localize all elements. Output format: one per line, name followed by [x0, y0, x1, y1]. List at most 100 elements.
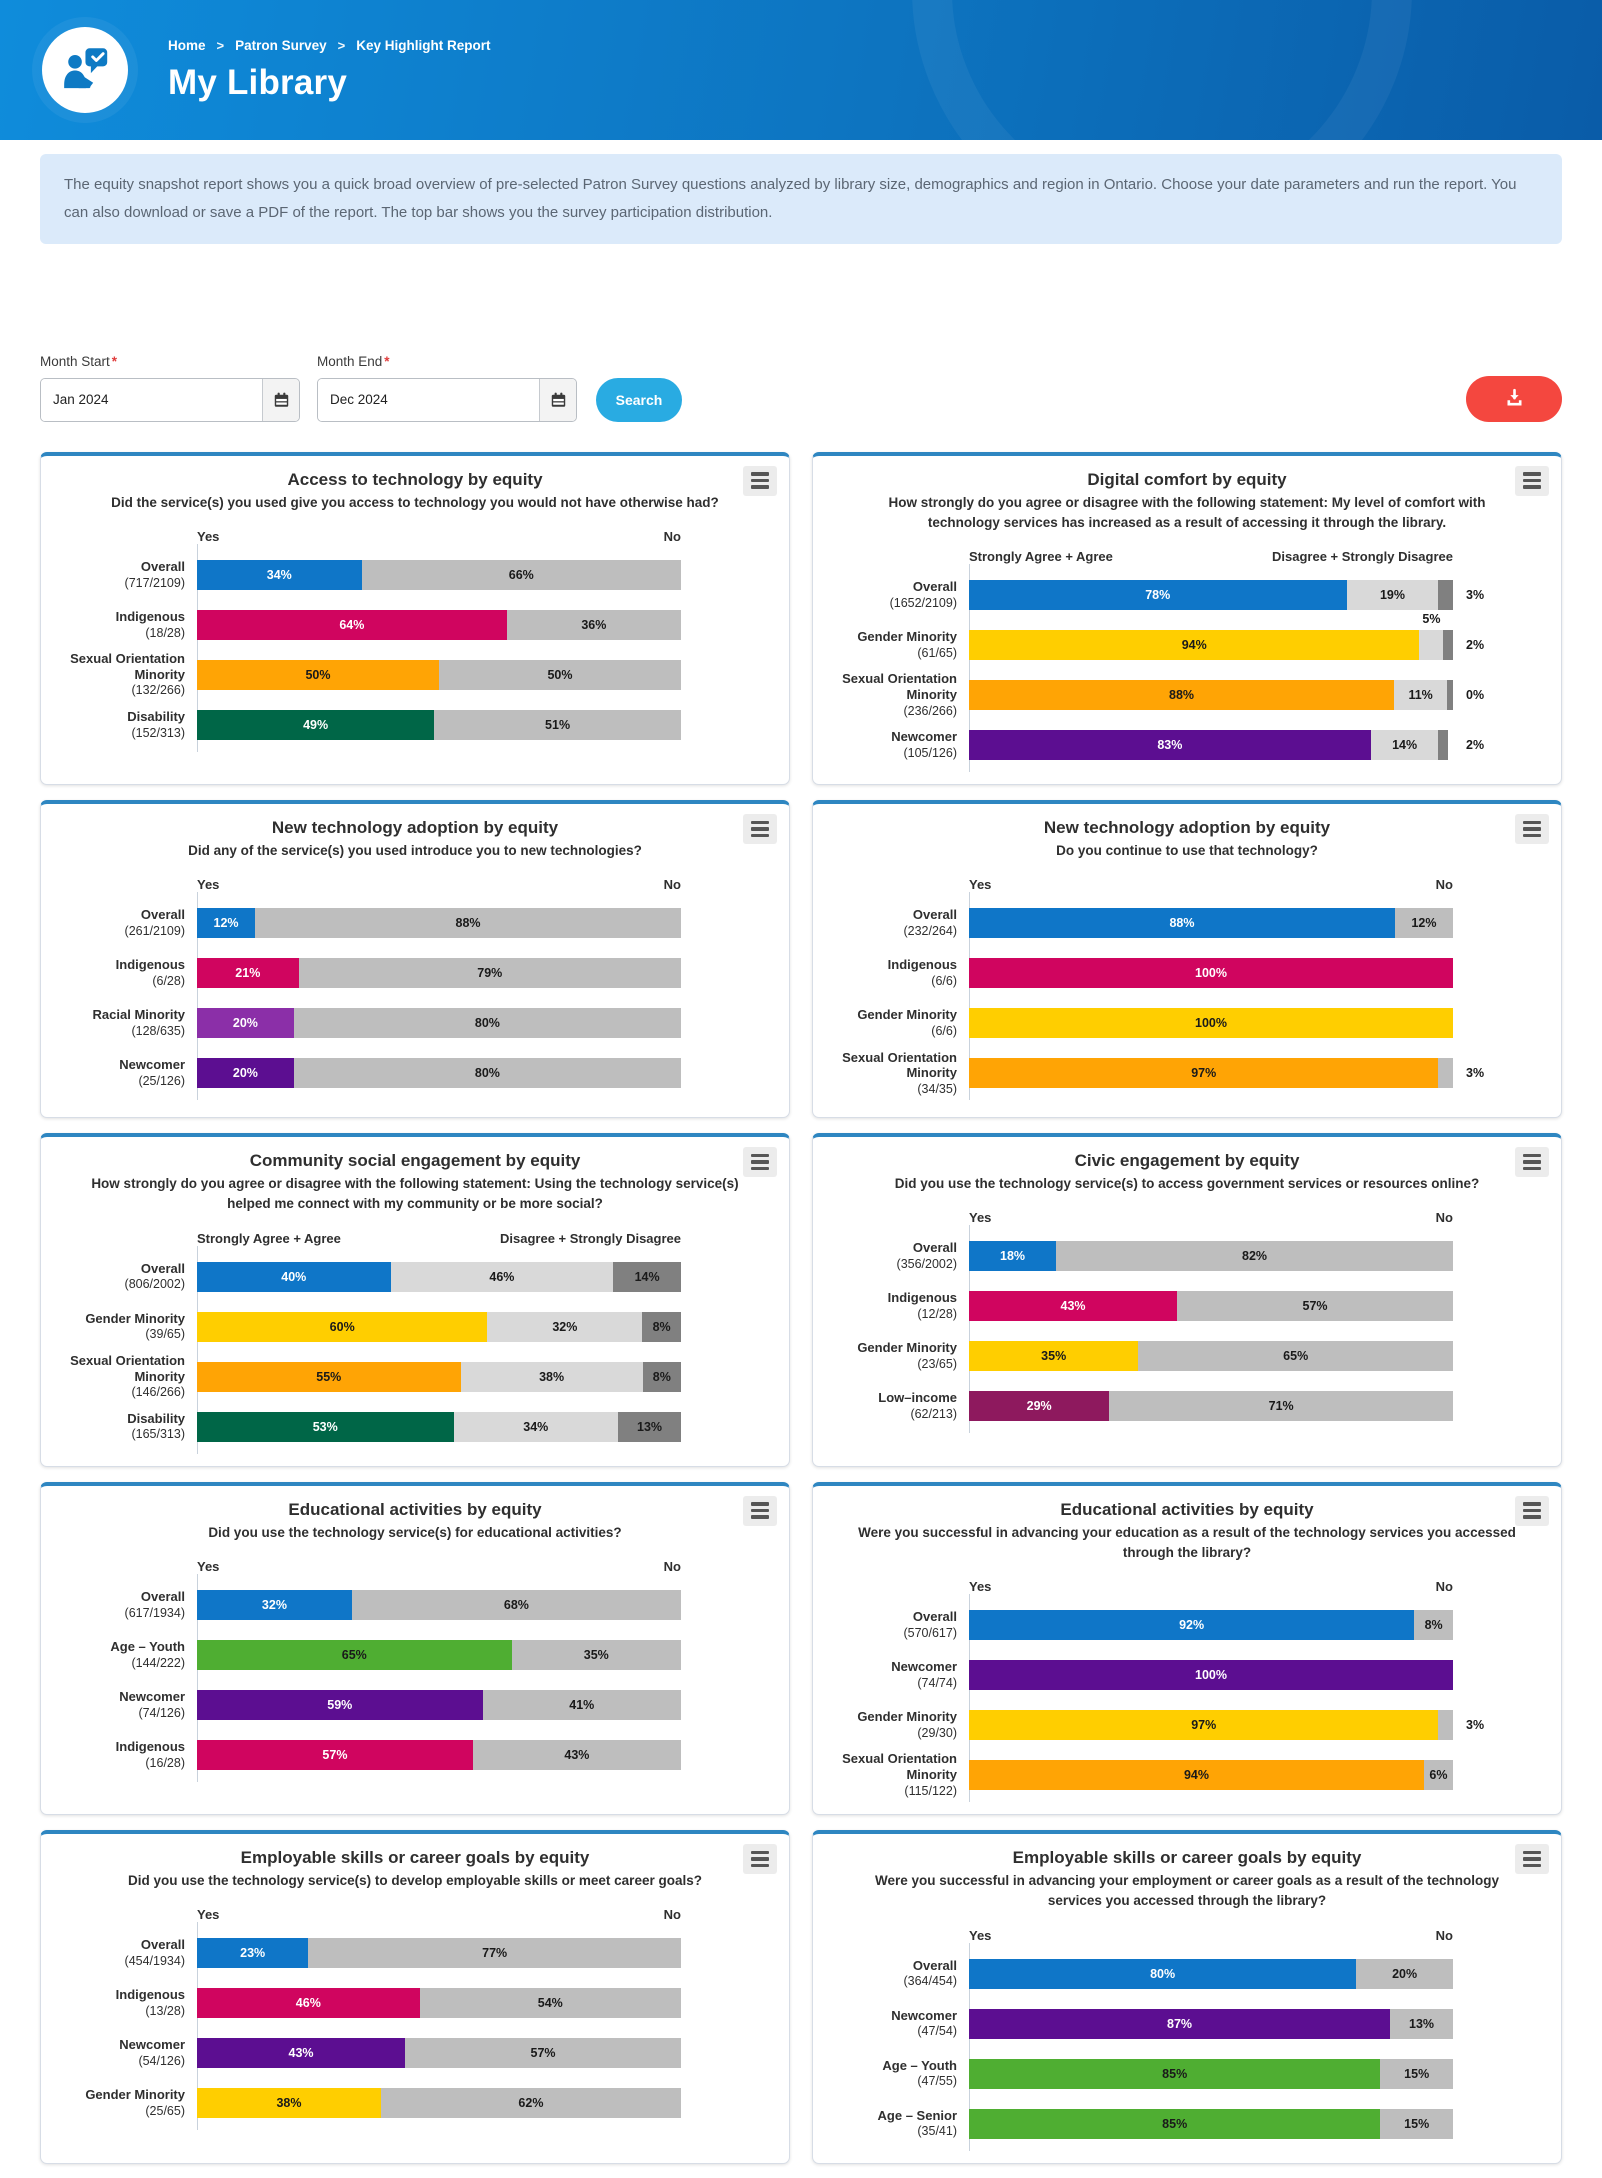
- bar-segment[interactable]: 38%: [197, 2088, 381, 2119]
- bar-segment[interactable]: 8%: [1414, 1610, 1453, 1640]
- bar-segment[interactable]: 100%: [969, 1008, 1453, 1039]
- chart-menu-button[interactable]: [1515, 1844, 1549, 1874]
- bar-segment[interactable]: 43%: [969, 1291, 1178, 1322]
- bar-segment[interactable]: 94%: [969, 1760, 1424, 1790]
- bar-segment[interactable]: 20%: [197, 1058, 294, 1089]
- bar-segment[interactable]: 66%: [361, 559, 681, 590]
- bar-segment[interactable]: 80%: [293, 1058, 681, 1089]
- search-button[interactable]: Search: [596, 377, 682, 422]
- bar-segment[interactable]: 100%: [969, 958, 1453, 989]
- bar-segment[interactable]: 13%: [1390, 2008, 1453, 2039]
- bar-segment[interactable]: 59%: [197, 1689, 483, 1720]
- bar-segment[interactable]: 29%: [969, 1391, 1110, 1422]
- bar-segment[interactable]: 85%: [969, 2058, 1381, 2089]
- bar-segment[interactable]: 43%: [197, 2038, 406, 2069]
- bar-segment[interactable]: 12%: [1394, 908, 1453, 939]
- bar-segment[interactable]: 87%: [969, 2008, 1391, 2039]
- bar-segment[interactable]: 64%: [197, 609, 507, 640]
- bar-segment[interactable]: 88%: [255, 908, 681, 939]
- breadcrumb-item-patron-survey[interactable]: Patron Survey: [235, 37, 327, 53]
- bar-segment[interactable]: 13%: [618, 1411, 681, 1442]
- bar-segment[interactable]: 40%: [197, 1261, 391, 1292]
- chart-menu-button[interactable]: [1515, 1147, 1549, 1177]
- bar-segment[interactable]: 53%: [197, 1411, 454, 1442]
- bar-segment[interactable]: 83%: [969, 730, 1371, 760]
- month-start-calendar-button[interactable]: [262, 378, 299, 421]
- bar-segment[interactable]: 80%: [969, 1958, 1357, 1989]
- bar-segment[interactable]: 20%: [1356, 1958, 1453, 1989]
- chart-menu-button[interactable]: [743, 1844, 777, 1874]
- bar-segment[interactable]: 97%: [969, 1710, 1439, 1740]
- bar-segment[interactable]: 35%: [969, 1341, 1139, 1372]
- bar-segment[interactable]: [1438, 1058, 1453, 1089]
- bar-segment[interactable]: 65%: [197, 1639, 512, 1670]
- bar-segment[interactable]: [1438, 580, 1453, 610]
- bar-segment[interactable]: 46%: [390, 1261, 614, 1292]
- bar-segment[interactable]: 57%: [1177, 1291, 1453, 1322]
- bar-segment[interactable]: 34%: [453, 1411, 619, 1442]
- bar-segment[interactable]: 50%: [197, 659, 439, 690]
- chart-menu-button[interactable]: [743, 465, 777, 496]
- bar-segment[interactable]: 14%: [1370, 730, 1439, 760]
- breadcrumb-item-key-highlight-report[interactable]: Key Highlight Report: [356, 37, 491, 53]
- bar-segment[interactable]: 80%: [293, 1008, 681, 1039]
- bar-segment[interactable]: 46%: [197, 1988, 420, 2019]
- bar-segment[interactable]: 68%: [351, 1589, 681, 1620]
- chart-menu-button[interactable]: [1515, 814, 1549, 844]
- bar-segment[interactable]: [1438, 730, 1449, 760]
- chart-menu-button[interactable]: [743, 1495, 777, 1526]
- bar-segment[interactable]: 35%: [511, 1639, 681, 1670]
- bar-segment[interactable]: 14%: [613, 1261, 681, 1292]
- chart-menu-button[interactable]: [1515, 1495, 1549, 1526]
- bar-segment[interactable]: 19%: [1346, 580, 1439, 610]
- bar-segment[interactable]: 77%: [308, 1938, 681, 1969]
- month-start-input[interactable]: [41, 378, 262, 421]
- bar-segment[interactable]: 94%: [969, 630, 1420, 660]
- bar-segment[interactable]: 71%: [1109, 1391, 1453, 1422]
- bar-segment[interactable]: 79%: [298, 958, 681, 989]
- bar-segment[interactable]: 65%: [1138, 1341, 1453, 1372]
- bar-segment[interactable]: 23%: [197, 1938, 309, 1969]
- month-end-calendar-button[interactable]: [539, 378, 576, 421]
- bar-segment[interactable]: 34%: [197, 559, 362, 590]
- month-end-input[interactable]: [318, 378, 539, 421]
- bar-segment[interactable]: 100%: [969, 1660, 1453, 1690]
- bar-segment[interactable]: 55%: [197, 1361, 461, 1392]
- bar-segment[interactable]: 5%: [1419, 612, 1444, 660]
- bar-segment[interactable]: 62%: [380, 2088, 681, 2119]
- bar-segment[interactable]: 12%: [197, 908, 256, 939]
- bar-segment[interactable]: 15%: [1380, 2108, 1453, 2139]
- bar-segment[interactable]: 20%: [197, 1008, 294, 1039]
- chart-menu-button[interactable]: [1515, 465, 1549, 496]
- bar-segment[interactable]: 60%: [197, 1311, 488, 1342]
- bar-segment[interactable]: 49%: [197, 709, 435, 740]
- bar-segment[interactable]: 41%: [482, 1689, 681, 1720]
- bar-segment[interactable]: 51%: [434, 709, 681, 740]
- bar-segment[interactable]: 32%: [197, 1589, 352, 1620]
- bar-segment[interactable]: [1447, 680, 1453, 710]
- bar-segment[interactable]: 50%: [439, 659, 681, 690]
- bar-segment[interactable]: 18%: [969, 1241, 1057, 1272]
- bar-segment[interactable]: 8%: [642, 1361, 681, 1392]
- bar-segment[interactable]: 11%: [1394, 680, 1448, 710]
- bar-segment[interactable]: 43%: [472, 1739, 681, 1770]
- bar-segment[interactable]: 32%: [487, 1311, 643, 1342]
- bar-segment[interactable]: 82%: [1056, 1241, 1453, 1272]
- bar-segment[interactable]: 88%: [969, 908, 1395, 939]
- bar-segment[interactable]: 88%: [969, 680, 1395, 710]
- bar-segment[interactable]: 15%: [1380, 2058, 1453, 2089]
- bar-segment[interactable]: 6%: [1423, 1760, 1453, 1790]
- download-pdf-button[interactable]: [1466, 375, 1562, 422]
- bar-segment[interactable]: 8%: [642, 1311, 681, 1342]
- bar-segment[interactable]: 92%: [969, 1610, 1415, 1640]
- bar-segment[interactable]: 54%: [419, 1988, 681, 2019]
- bar-segment[interactable]: 38%: [460, 1361, 643, 1392]
- bar-segment[interactable]: [1438, 1710, 1453, 1740]
- bar-segment[interactable]: 57%: [405, 2038, 681, 2069]
- bar-segment[interactable]: 78%: [969, 580, 1347, 610]
- chart-menu-button[interactable]: [743, 1147, 777, 1177]
- bar-segment[interactable]: [1443, 630, 1453, 660]
- bar-segment[interactable]: 97%: [969, 1058, 1439, 1089]
- breadcrumb-item-home[interactable]: Home: [168, 37, 206, 53]
- bar-segment[interactable]: 57%: [197, 1739, 473, 1770]
